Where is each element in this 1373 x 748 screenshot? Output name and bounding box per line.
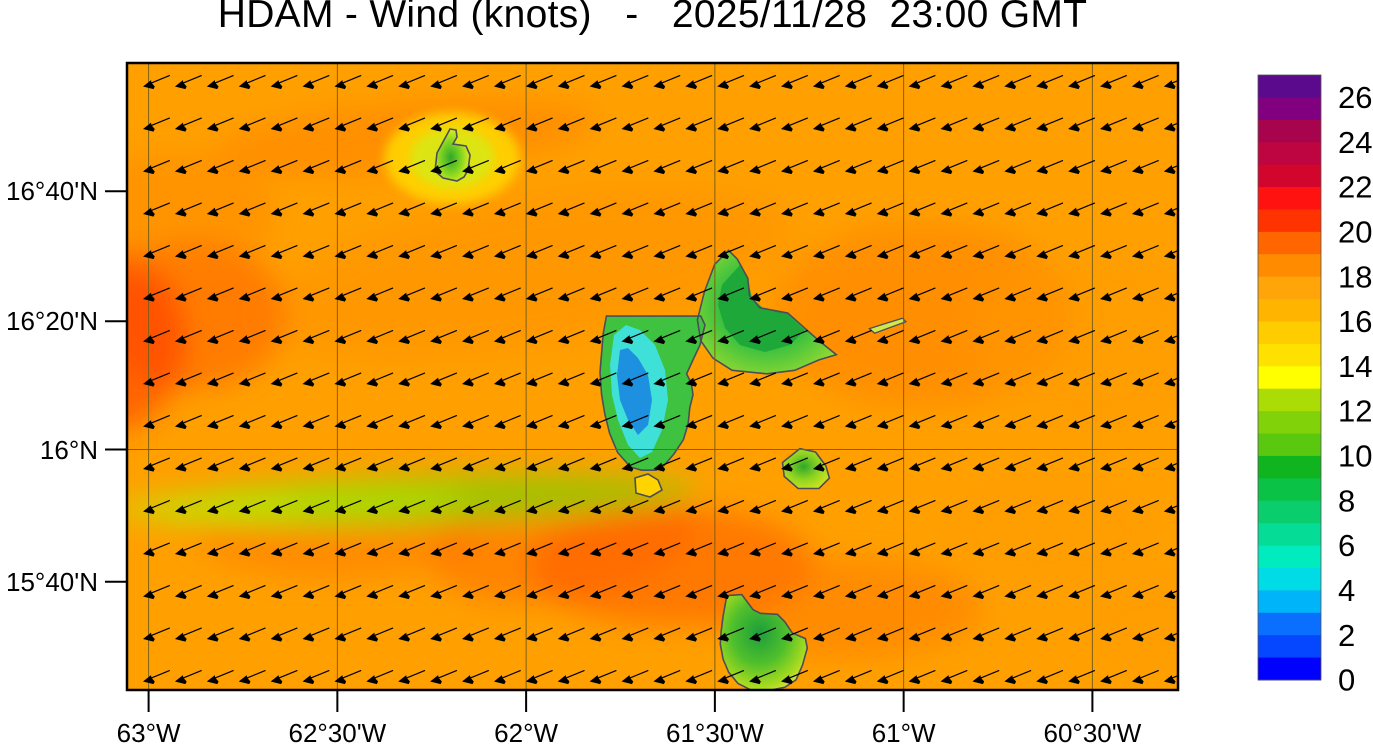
svg-text:0: 0 [1338,663,1355,698]
svg-text:10: 10 [1338,439,1372,474]
svg-text:2: 2 [1338,618,1355,653]
svg-text:8: 8 [1338,483,1355,518]
svg-text:16: 16 [1338,304,1372,339]
svg-text:20: 20 [1338,214,1372,249]
svg-text:4: 4 [1338,573,1355,608]
svg-text:26: 26 [1338,80,1372,115]
svg-text:24: 24 [1338,125,1372,160]
svg-text:18: 18 [1338,259,1372,294]
svg-text:12: 12 [1338,394,1372,429]
svg-text:22: 22 [1338,170,1372,205]
svg-text:6: 6 [1338,528,1355,563]
svg-text:14: 14 [1338,349,1372,384]
